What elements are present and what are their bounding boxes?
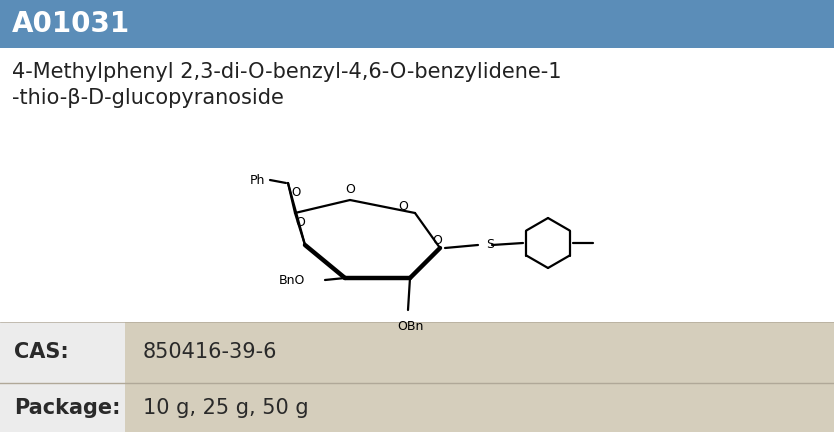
Text: 850416-39-6: 850416-39-6 bbox=[143, 343, 278, 362]
Text: 10 g, 25 g, 50 g: 10 g, 25 g, 50 g bbox=[143, 397, 309, 417]
Text: O: O bbox=[398, 200, 408, 213]
Text: O: O bbox=[432, 234, 442, 247]
Bar bbox=[0, 383, 125, 432]
Text: S: S bbox=[486, 238, 494, 251]
Text: O: O bbox=[345, 183, 355, 196]
Text: OBn: OBn bbox=[397, 320, 423, 333]
Text: Ph: Ph bbox=[249, 174, 265, 187]
Text: BnO: BnO bbox=[279, 273, 305, 286]
Bar bbox=[0, 322, 125, 383]
Text: O: O bbox=[292, 187, 301, 200]
Text: A01031: A01031 bbox=[12, 10, 130, 38]
Text: CAS:: CAS: bbox=[14, 343, 68, 362]
Bar bbox=[0, 0, 834, 48]
Bar bbox=[125, 383, 834, 432]
Text: O: O bbox=[295, 216, 305, 229]
Text: -thio-β-D-glucopyranoside: -thio-β-D-glucopyranoside bbox=[12, 88, 284, 108]
Bar bbox=[125, 322, 834, 383]
Text: Package:: Package: bbox=[14, 397, 120, 417]
Text: 4-Methylphenyl 2,3-di-O-benzyl-4,6-O-benzylidene-1: 4-Methylphenyl 2,3-di-O-benzyl-4,6-O-ben… bbox=[12, 62, 561, 82]
